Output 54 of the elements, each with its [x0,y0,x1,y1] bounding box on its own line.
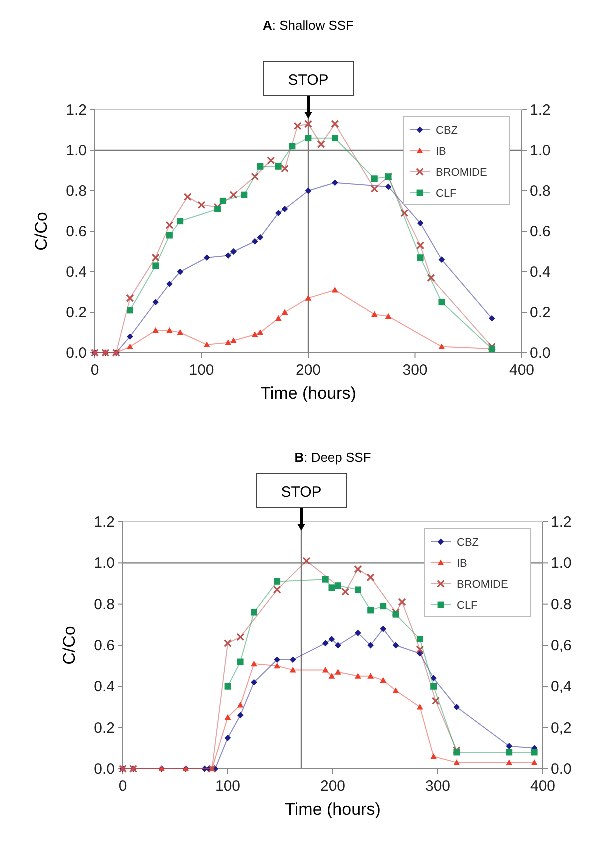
y2-tick-label: 0.2 [530,304,551,322]
y-tick-label: 0.0 [66,345,87,362]
y2-tick-label: 0,6 [551,638,572,654]
legend-label: CLF [457,600,478,612]
x-tick-label: 100 [189,362,214,379]
y-tick-label: 1.2 [66,102,87,119]
legend-label: CBZ [436,125,458,137]
chart-title: B: Deep SSF [294,450,372,465]
y2-tick-label: 0.8 [530,183,551,200]
legend-label: CLF [436,188,458,200]
y2-tick-label: 0,4 [551,678,572,696]
y-tick-label: 0.4 [94,678,115,696]
x-tick-label: 100 [215,778,241,795]
y2-tick-label: 0.6 [530,224,551,240]
x-axis-title: Time (hours) [285,800,381,819]
y-tick-label: 0.6 [66,224,87,240]
y-axis-title: C/Co [32,212,51,251]
y2-tick-label: 1.0 [551,555,572,572]
ref-line-label: STOP [281,484,322,501]
y2-tick-label: 0.8 [551,596,572,614]
legend-label: IB [457,558,468,570]
legend-label: CBZ [457,537,480,549]
y-tick-label: 0.8 [94,596,115,614]
x-tick-label: 300 [402,362,428,379]
x-tick-label: 300 [425,778,451,795]
legend-label: IB [436,146,446,158]
y-axis-title: C/Co [60,626,79,665]
x-tick-label: 400 [530,778,556,795]
y-tick-label: 0.2 [94,720,115,737]
y-tick-label: 0.8 [66,183,87,200]
y2-tick-label: 0.0 [530,345,551,362]
x-tick-label: 200 [320,778,346,795]
x-tick-label: 200 [296,362,322,379]
y-tick-label: 0.0 [94,761,115,778]
x-tick-label: 400 [509,362,535,379]
y2-tick-label: 0,2 [551,720,572,737]
y2-tick-label: 0.0 [551,761,572,778]
y-tick-label: 0.6 [94,638,115,654]
y-tick-label: 1.0 [94,555,115,572]
legend-label: BROMIDE [436,167,488,179]
y2-tick-label: 1.2 [530,102,551,119]
x-tick-label: 0 [118,778,128,795]
y-tick-label: 1.2 [94,514,115,531]
ref-line-label: STOP [288,72,329,89]
y2-tick-label: 1.0 [530,142,551,160]
legend-label: BROMIDE [457,579,508,591]
y2-tick-label: 0.4 [530,264,551,281]
x-tick-label: 0 [90,362,100,379]
y-tick-label: 1.0 [66,142,87,160]
y2-tick-label: 1.2 [551,514,572,531]
chart-title: A: Shallow SSF [262,18,354,33]
y-tick-label: 0.2 [66,304,87,322]
y-tick-label: 0.4 [66,264,87,281]
x-axis-title: Time (hours) [260,384,356,403]
